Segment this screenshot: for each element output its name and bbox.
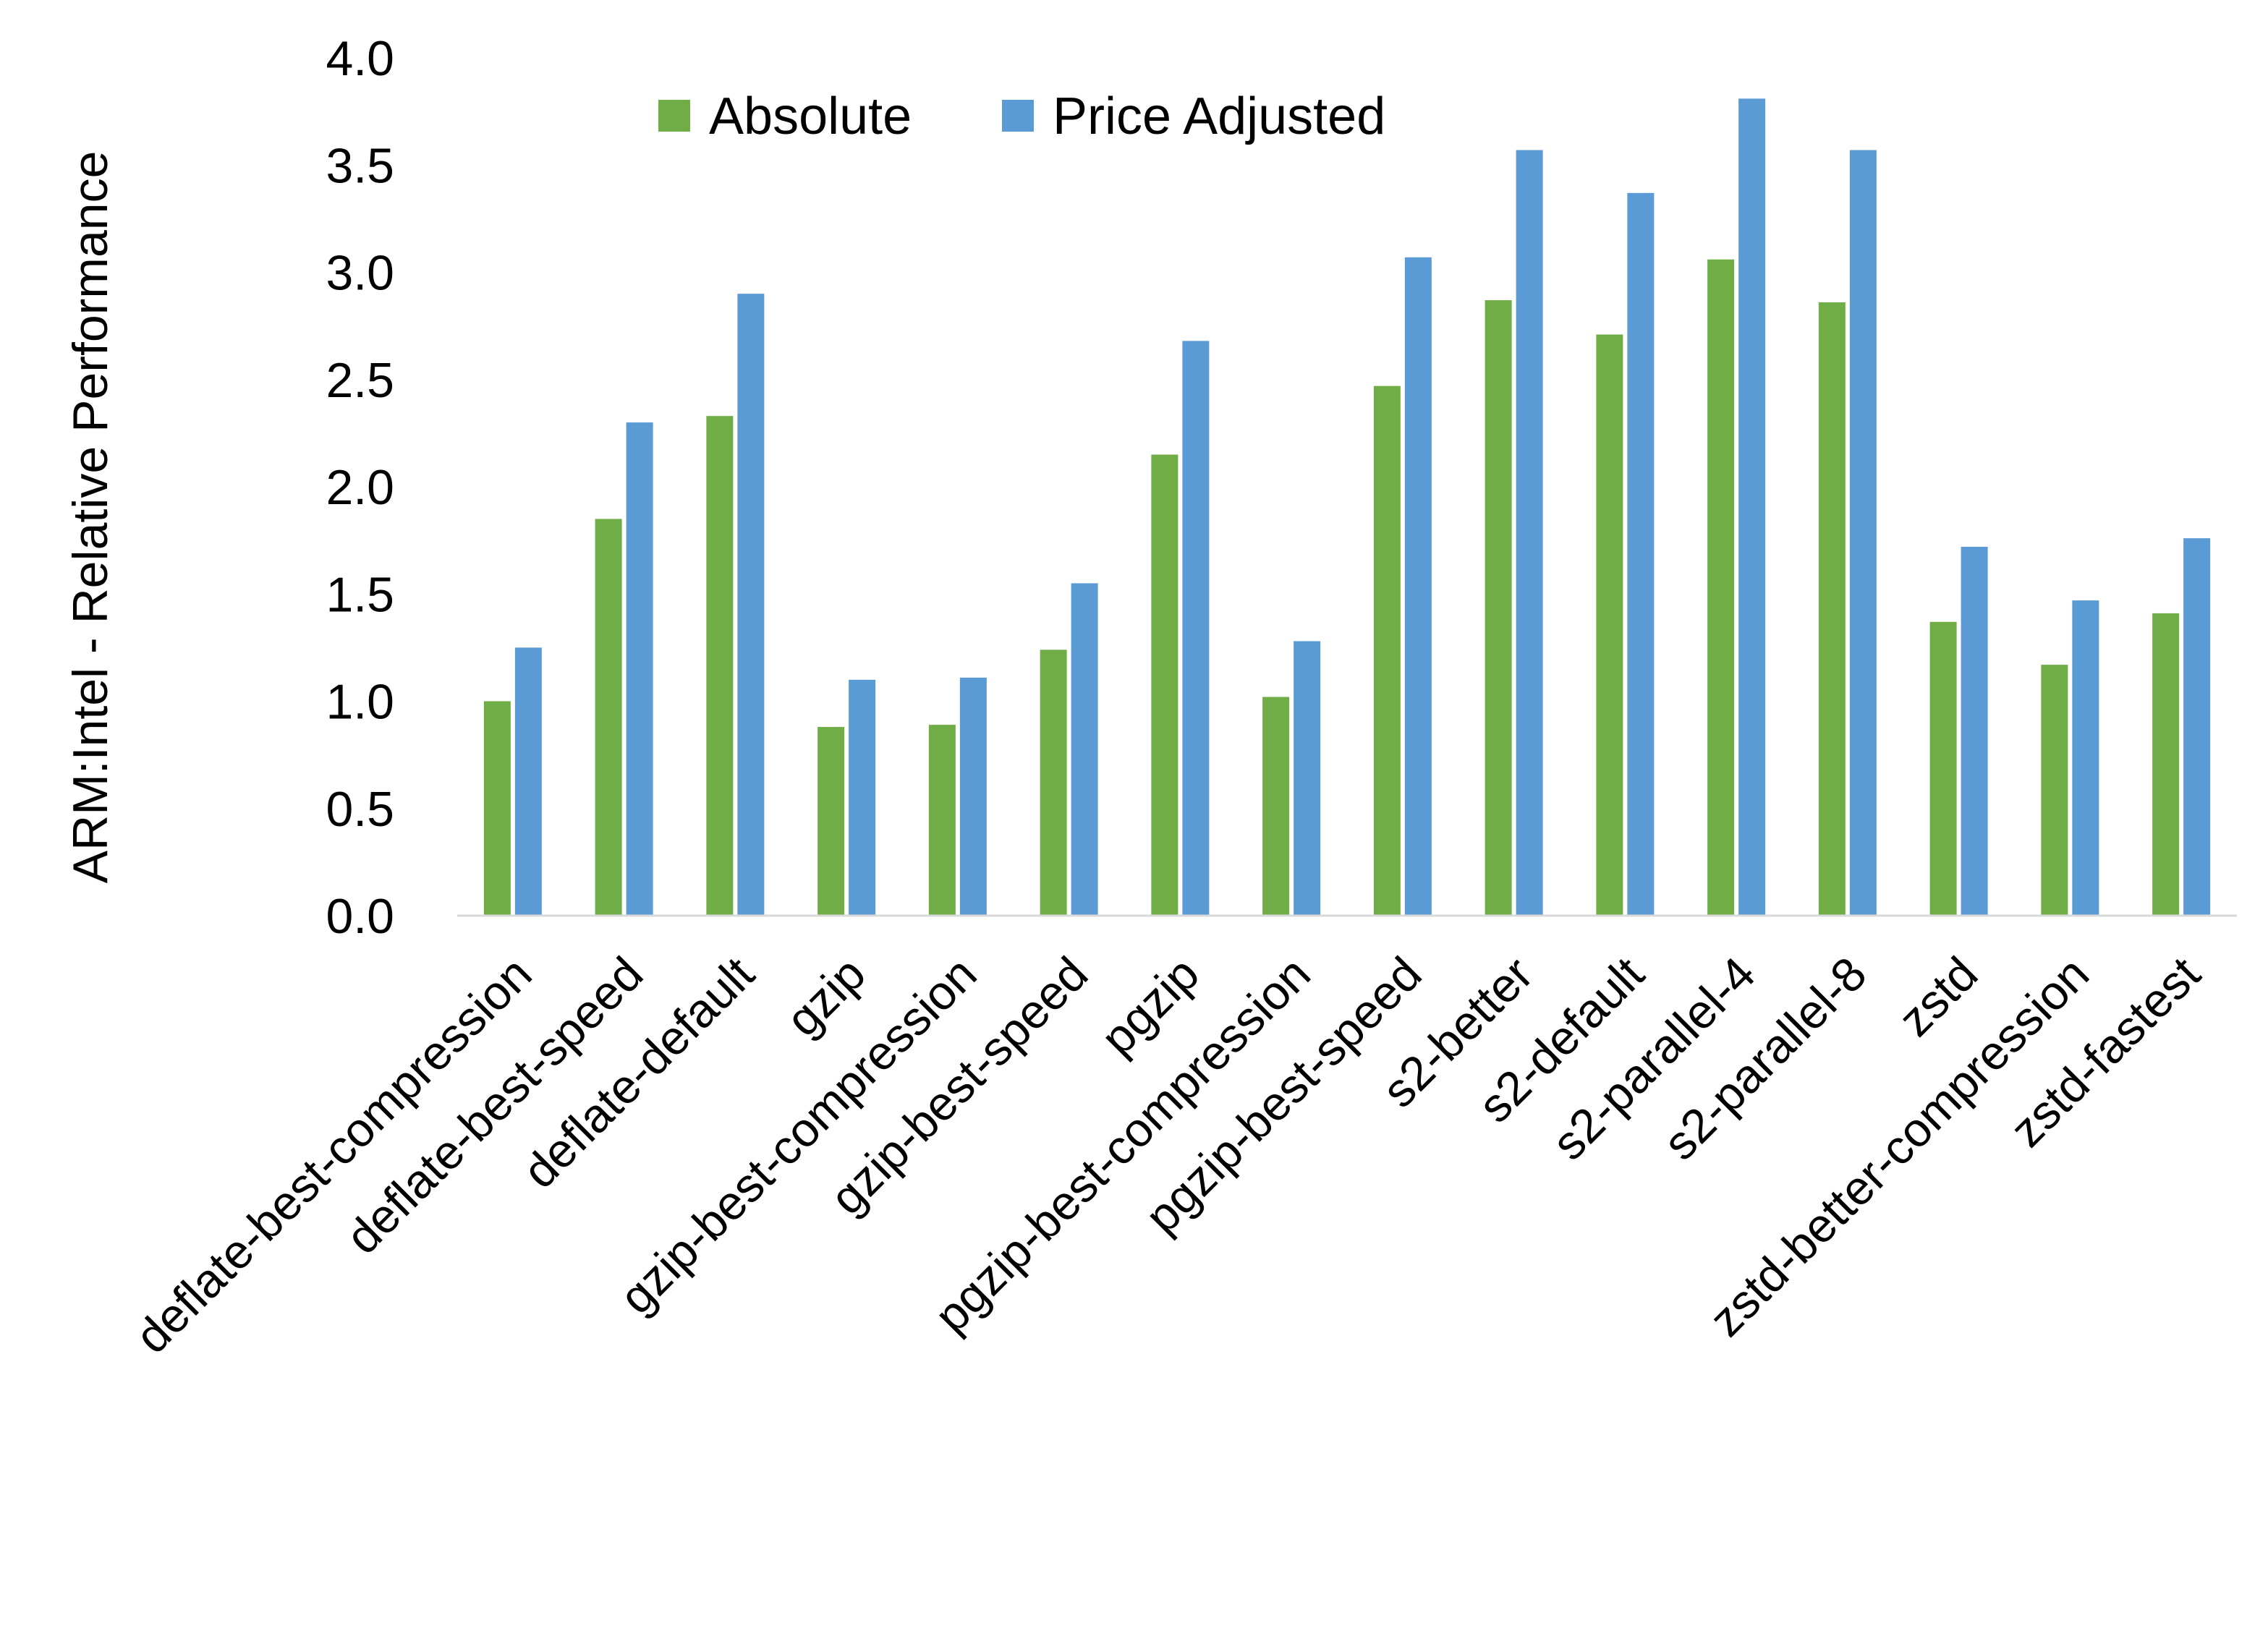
y-tick-label: 1.5 bbox=[326, 567, 394, 622]
legend-swatch bbox=[1002, 100, 1034, 132]
bar-absolute-gzip-best-speed bbox=[1040, 649, 1067, 916]
y-axis-title: ARM:Intel - Relative Performance bbox=[63, 151, 118, 884]
y-tick-label: 3.5 bbox=[326, 138, 394, 193]
bar-absolute-gzip bbox=[817, 727, 845, 916]
bar-price-adjusted-s2-better bbox=[1516, 150, 1543, 916]
bar-price-adjusted-deflate-default bbox=[737, 294, 765, 916]
bars bbox=[483, 98, 2211, 916]
bar-absolute-s2-default bbox=[1596, 334, 1623, 916]
bar-absolute-gzip-best-compression bbox=[928, 725, 956, 916]
legend-swatch bbox=[658, 100, 690, 132]
bar-absolute-deflate-best-compression bbox=[483, 701, 511, 916]
bar-price-adjusted-zstd-fastest bbox=[2183, 538, 2211, 916]
bar-price-adjusted-zstd-better-compression bbox=[2072, 600, 2099, 916]
y-tick-label: 0.5 bbox=[326, 782, 394, 837]
bar-price-adjusted-gzip-best-compression bbox=[959, 677, 987, 916]
x-tick-label: gzip bbox=[776, 947, 875, 1047]
bar-price-adjusted-zstd bbox=[1961, 547, 1988, 916]
y-tick-label: 0.0 bbox=[326, 889, 394, 944]
bar-absolute-zstd-better-compression bbox=[2041, 665, 2068, 916]
bar-absolute-deflate-best-speed bbox=[595, 519, 622, 916]
y-tick-label: 1.0 bbox=[326, 675, 394, 730]
bar-absolute-s2-better bbox=[1485, 300, 1512, 916]
bar-absolute-s2-parallel-8 bbox=[1818, 302, 1846, 916]
y-tick-label: 2.5 bbox=[326, 353, 394, 408]
y-tick-label: 4.0 bbox=[326, 31, 394, 86]
bar-price-adjusted-s2-default bbox=[1627, 192, 1655, 916]
bar-price-adjusted-gzip bbox=[849, 679, 876, 916]
bar-absolute-pgzip bbox=[1151, 454, 1178, 916]
x-tick-label: zstd bbox=[1888, 947, 1988, 1047]
bar-absolute-pgzip-best-compression bbox=[1262, 697, 1290, 916]
y-axis-ticks: 0.0 0.5 1.0 1.5 2.0 2.5 3.0 3.5 4.0 bbox=[326, 31, 394, 944]
legend: Absolute Price Adjusted bbox=[658, 88, 1385, 145]
bar-price-adjusted-pgzip-best-compression bbox=[1294, 641, 1321, 916]
bar-price-adjusted-pgzip-best-speed bbox=[1404, 257, 1432, 916]
bar-absolute-zstd bbox=[1929, 621, 1957, 916]
y-tick-label: 3.0 bbox=[326, 246, 394, 301]
bar-price-adjusted-gzip-best-speed bbox=[1071, 583, 1098, 916]
x-axis-labels: deflate-best-compressiondeflate-best-spe… bbox=[124, 947, 2210, 1363]
bar-price-adjusted-pgzip bbox=[1182, 341, 1210, 916]
bar-price-adjusted-deflate-best-speed bbox=[626, 422, 653, 916]
bar-absolute-zstd-fastest bbox=[2152, 613, 2180, 916]
bar-absolute-pgzip-best-speed bbox=[1373, 386, 1401, 916]
bar-absolute-deflate-default bbox=[706, 416, 734, 916]
y-tick-label: 2.0 bbox=[326, 460, 394, 515]
bar-price-adjusted-deflate-best-compression bbox=[514, 647, 542, 916]
legend-label: Absolute bbox=[709, 88, 912, 145]
legend-label: Price Adjusted bbox=[1053, 88, 1385, 145]
bar-absolute-s2-parallel-4 bbox=[1707, 259, 1735, 916]
bar-price-adjusted-s2-parallel-8 bbox=[1849, 150, 1877, 916]
bar-price-adjusted-s2-parallel-4 bbox=[1738, 98, 1766, 916]
